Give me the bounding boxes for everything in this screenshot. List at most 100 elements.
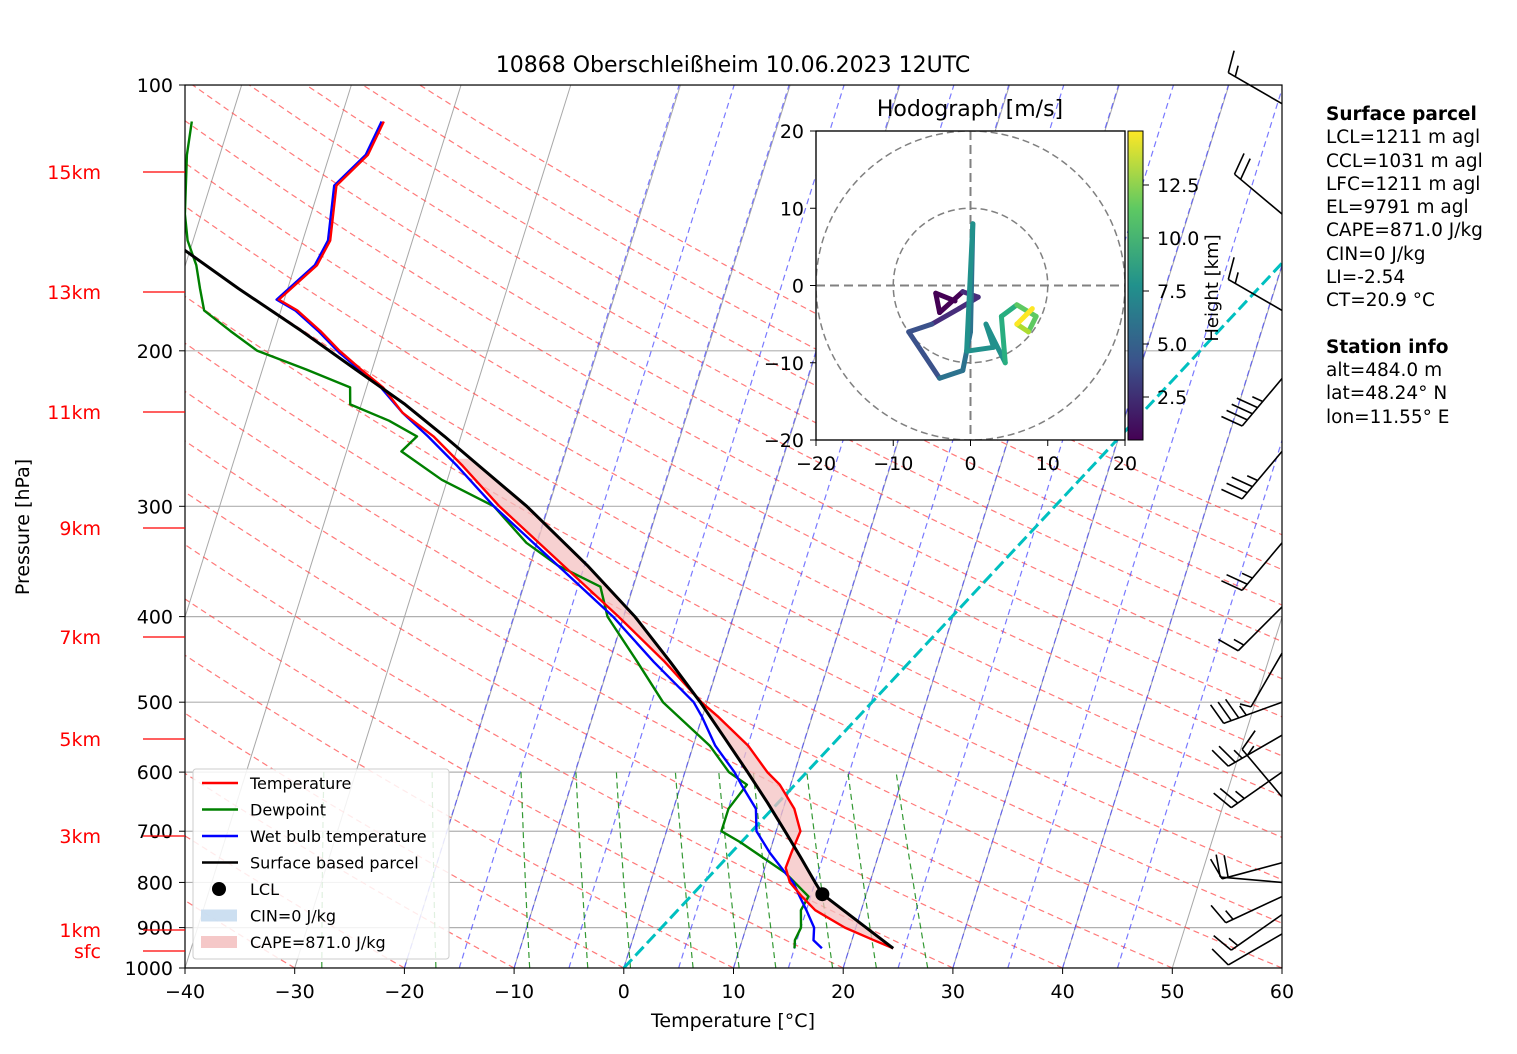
hodograph-segment xyxy=(1014,302,1039,319)
surface-parcel-title: Surface parcel xyxy=(1326,104,1477,125)
surface-line: EL=9791 m agl xyxy=(1326,197,1469,219)
hodograph-x-tick-label: 10 xyxy=(1036,453,1060,475)
hodograph-segment xyxy=(964,344,997,354)
hodograph-segment xyxy=(998,313,1008,366)
surface-line: LCL=1211 m agl xyxy=(1326,127,1481,149)
wind-barb xyxy=(1241,730,1283,798)
wind-barb xyxy=(1217,606,1283,652)
wind-barb-shaft xyxy=(1241,748,1283,798)
x-tick-label: 40 xyxy=(1051,981,1075,1003)
surface-line: LFC=1211 m agl xyxy=(1326,173,1481,195)
legend-label: Dewpoint xyxy=(250,801,326,820)
wind-barb xyxy=(1213,913,1283,951)
legend-swatch xyxy=(212,882,226,896)
y-tick-label: 300 xyxy=(137,496,173,518)
hodograph-segment xyxy=(937,367,966,381)
dry-adiabat xyxy=(185,712,625,968)
wind-barb-flag xyxy=(1239,158,1251,180)
wind-barb xyxy=(1221,378,1283,427)
colorbar-tick-label: 7.5 xyxy=(1157,281,1187,303)
wind-barb-half-flag xyxy=(1233,638,1245,646)
dry-adiabat xyxy=(185,342,1282,924)
wind-barb-shaft xyxy=(1230,913,1283,951)
wind-barb-flag xyxy=(1231,403,1253,415)
wind-barb-flag xyxy=(1215,854,1222,878)
moist-adiabat xyxy=(458,85,735,968)
legend-label: Surface based parcel xyxy=(250,854,419,873)
legend-label: CIN=0 J/kg xyxy=(250,907,336,926)
wind-barb-shaft xyxy=(1241,378,1283,427)
isotherm xyxy=(1171,615,1282,968)
wind-barb xyxy=(1209,698,1283,725)
moist-adiabat xyxy=(513,85,790,968)
wind-barbs xyxy=(1209,50,1283,966)
station-line: alt=484.0 m xyxy=(1326,359,1443,381)
mixing-ratio-line xyxy=(615,772,632,968)
hodograph-x-tick-label: 0 xyxy=(964,453,976,475)
wind-barb-shaft xyxy=(1241,542,1283,591)
dry-adiabat xyxy=(185,491,1063,968)
wind-barb-flag xyxy=(1218,745,1236,763)
wind-barb-flag xyxy=(1226,482,1248,494)
wind-barb-shaft xyxy=(1237,606,1283,652)
height-tick-label: 3km xyxy=(59,826,101,848)
moist-adiabat xyxy=(732,85,1010,968)
wind-barb-half-flag xyxy=(1252,396,1264,403)
wind-barb-flag xyxy=(1221,415,1243,427)
wind-barb-flag xyxy=(1213,934,1232,951)
x-tick-label: 10 xyxy=(721,981,745,1003)
wind-barb-half-flag xyxy=(1225,910,1234,920)
height-tick-label: 11km xyxy=(47,402,101,424)
isotherm xyxy=(185,85,243,268)
station-line: lon=11.55° E xyxy=(1326,406,1450,428)
hodograph-segment xyxy=(1014,306,1035,327)
moist-adiabat xyxy=(1007,87,1282,968)
wind-barb-half-flag xyxy=(1246,475,1258,482)
wind-barb-shaft xyxy=(1230,771,1283,809)
wind-barb-flag xyxy=(1209,704,1225,724)
dry-adiabat xyxy=(185,654,734,968)
wind-barb xyxy=(1227,50,1283,105)
surface-line: LI=-2.54 xyxy=(1326,267,1406,289)
wind-barb-shaft xyxy=(1227,933,1283,966)
wind-barb-shaft xyxy=(1220,876,1283,884)
wind-barb-flag xyxy=(1227,50,1235,73)
legend-swatch xyxy=(201,909,237,922)
legend-swatch xyxy=(201,936,237,948)
height-tick-label: 5km xyxy=(59,729,101,751)
wind-barb-flag xyxy=(1219,787,1239,804)
wind-barb-flag xyxy=(1227,257,1235,280)
x-tick-label: 20 xyxy=(831,981,855,1003)
x-tick-label: 50 xyxy=(1160,981,1184,1003)
surface-line: CAPE=871.0 J/kg xyxy=(1326,220,1483,242)
hodograph-segment xyxy=(933,290,943,316)
wind-barb-shaft xyxy=(1227,72,1283,105)
moist-adiabat xyxy=(787,85,1065,968)
wind-barb-half-flag xyxy=(1233,749,1243,759)
chart-title: 10868 Oberschleißheim 10.06.2023 12UTC xyxy=(496,53,971,78)
wind-barb xyxy=(1209,858,1283,880)
station-info-title: Station info xyxy=(1326,336,1449,358)
hodograph-y-tick-label: 20 xyxy=(780,121,804,143)
wind-barb xyxy=(1221,450,1283,500)
hodograph-y-tick-label: 0 xyxy=(792,276,804,298)
hodograph-y-tick-label: −10 xyxy=(764,353,804,375)
moist-adiabat xyxy=(678,85,955,968)
hodograph-y-tick-label: −20 xyxy=(764,430,804,452)
moist-adiabat xyxy=(623,85,900,968)
legend-label: LCL xyxy=(250,880,279,899)
height-tick-label: 1km xyxy=(59,920,101,942)
hodograph-y-tick-label: 10 xyxy=(780,198,804,220)
height-tick-label: 15km xyxy=(47,162,101,184)
y-tick-label: 600 xyxy=(137,762,173,784)
station-line: lat=48.24° N xyxy=(1326,383,1448,405)
hodograph-segment xyxy=(998,302,1020,319)
wind-barb-flag xyxy=(1223,855,1229,878)
colorbar-tick-label: 2.5 xyxy=(1157,387,1187,409)
dry-adiabat xyxy=(185,120,1282,718)
height-tick-label: sfc xyxy=(74,941,101,963)
wind-barb-flag xyxy=(1224,698,1240,719)
dry-adiabat xyxy=(185,440,1173,968)
